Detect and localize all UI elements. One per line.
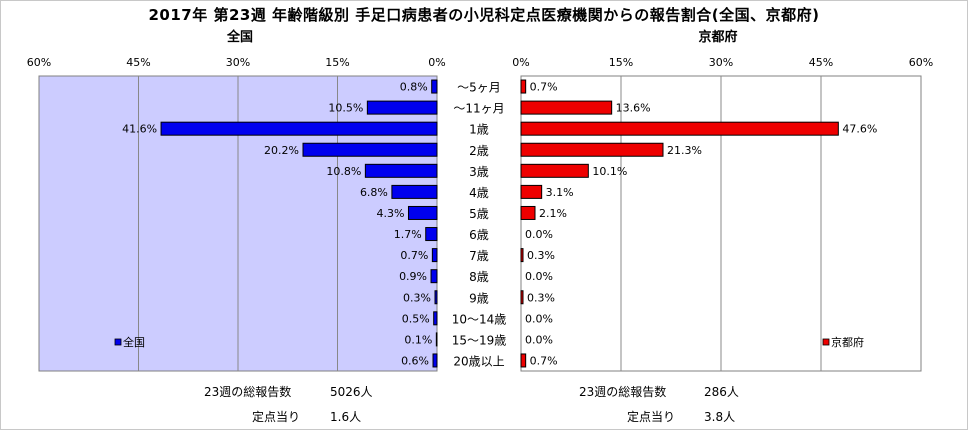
national-tick-label: 45% [126, 56, 150, 69]
national-per-value: 1.6人 [330, 410, 362, 424]
chart-title: 2017年 第23週 年齢階級別 手足口病患者の小児科定点医療機関からの報告割合… [148, 6, 820, 24]
national-bar [433, 311, 438, 326]
kyoto-value-label: 47.6% [842, 123, 877, 136]
kyoto-tick-label: 45% [809, 56, 833, 69]
national-bar [160, 121, 438, 136]
age-category-label: ～11ヶ月 [453, 102, 504, 116]
national-panel-title: 全国 [226, 30, 253, 45]
age-category-label: 8歳 [469, 270, 489, 284]
kyoto-tick-label: 15% [609, 56, 633, 69]
kyoto-bar [520, 353, 527, 368]
kyoto-value-label: 0.0% [525, 270, 553, 283]
national-value-label: 10.8% [326, 165, 361, 178]
age-category-label: 1歳 [469, 123, 489, 137]
age-category-label: 3歳 [469, 165, 489, 179]
national-value-label: 0.6% [401, 354, 429, 367]
kyoto-per-label: 定点当り [627, 410, 676, 424]
kyoto-bar [520, 248, 524, 263]
national-tick-label: 0% [428, 56, 445, 69]
national-tick-label: 15% [325, 56, 349, 69]
kyoto-total-label: 23週の総報告数 [579, 385, 667, 399]
kyoto-panel-title: 京都府 [698, 30, 738, 45]
kyoto-value-label: 21.3% [667, 144, 702, 157]
national-bar [431, 79, 438, 94]
national-value-label: 0.1% [404, 333, 432, 346]
age-category-label: 15～19歳 [452, 333, 507, 347]
kyoto-legend-swatch [822, 338, 830, 346]
kyoto-value-label: 0.0% [525, 333, 553, 346]
kyoto-legend-label: 京都府 [831, 335, 864, 349]
kyoto-value-label: 3.1% [546, 186, 574, 199]
age-category-label: 10～14歳 [452, 312, 507, 326]
national-legend-label: 全国 [123, 335, 145, 349]
kyoto-bar [520, 142, 664, 157]
age-category-label: 2歳 [469, 144, 489, 158]
national-bar [435, 332, 438, 347]
national-value-label: 0.7% [400, 249, 428, 262]
kyoto-total-value: 286人 [704, 385, 739, 399]
kyoto-tick-label: 60% [909, 56, 933, 69]
kyoto-bar [520, 184, 543, 199]
national-bar [434, 290, 438, 305]
national-bar [364, 163, 438, 178]
national-value-label: 0.8% [400, 81, 428, 94]
national-value-label: 41.6% [122, 123, 157, 136]
national-value-label: 6.8% [360, 186, 388, 199]
age-category-label: 7歳 [469, 249, 489, 263]
age-category-label: 4歳 [469, 186, 489, 200]
kyoto-value-label: 0.7% [530, 81, 558, 94]
kyoto-bar [520, 121, 839, 136]
kyoto-tick-label: 0% [512, 56, 529, 69]
national-bar [407, 205, 438, 220]
national-value-label: 1.7% [394, 228, 422, 241]
national-bar [302, 142, 438, 157]
age-category-label: ～5ヶ月 [457, 81, 501, 95]
kyoto-value-label: 0.3% [527, 249, 555, 262]
kyoto-bar [520, 205, 536, 220]
kyoto-value-label: 13.6% [616, 102, 651, 115]
kyoto-bar [520, 100, 613, 115]
national-bar [431, 248, 438, 263]
national-bar [391, 184, 438, 199]
kyoto-bar [520, 163, 589, 178]
kyoto-tick-label: 30% [709, 56, 733, 69]
national-tick-label: 30% [226, 56, 250, 69]
national-bar [430, 269, 438, 284]
national-bar [366, 100, 438, 115]
kyoto-value-label: 0.0% [525, 312, 553, 325]
kyoto-value-label: 0.7% [530, 354, 558, 367]
age-category-label: 20歳以上 [453, 354, 504, 368]
kyoto-value-label: 2.1% [539, 207, 567, 220]
kyoto-value-label: 10.1% [592, 165, 627, 178]
national-value-label: 0.3% [403, 291, 431, 304]
national-legend-swatch [114, 338, 122, 346]
national-value-label: 4.3% [377, 207, 405, 220]
national-value-label: 10.5% [328, 102, 363, 115]
national-value-label: 0.9% [399, 270, 427, 283]
kyoto-value-label: 0.0% [525, 228, 553, 241]
kyoto-value-label: 0.3% [527, 291, 555, 304]
national-per-label: 定点当り [252, 410, 301, 424]
national-total-value: 5026人 [330, 385, 373, 399]
national-value-label: 20.2% [264, 144, 299, 157]
age-category-label: 9歳 [469, 291, 489, 305]
kyoto-bar [520, 290, 524, 305]
national-bar [425, 227, 438, 242]
kyoto-per-value: 3.8人 [704, 410, 736, 424]
age-category-label: 5歳 [469, 207, 489, 221]
kyoto-bar [520, 79, 527, 94]
national-tick-label: 60% [27, 56, 51, 69]
national-bar [432, 353, 438, 368]
national-total-label: 23週の総報告数 [204, 385, 292, 399]
age-category-label: 6歳 [469, 228, 489, 242]
national-value-label: 0.5% [402, 312, 430, 325]
